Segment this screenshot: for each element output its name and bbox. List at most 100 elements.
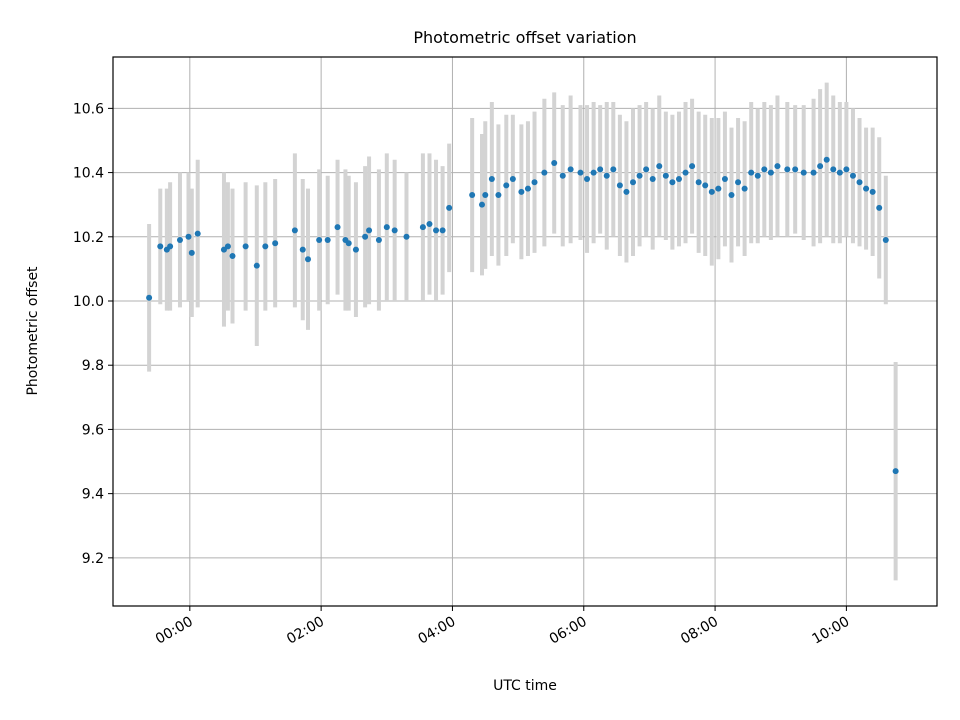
data-point xyxy=(194,230,201,237)
data-point xyxy=(426,220,433,227)
data-point xyxy=(643,166,650,173)
data-point xyxy=(869,188,876,195)
data-point xyxy=(495,192,502,199)
data-point xyxy=(352,246,359,253)
data-point xyxy=(616,182,623,189)
data-point xyxy=(362,233,369,240)
data-point xyxy=(316,237,323,243)
data-point xyxy=(610,166,617,173)
data-point xyxy=(482,192,489,199)
data-point xyxy=(695,179,702,186)
data-point xyxy=(849,172,856,179)
data-point xyxy=(767,169,774,176)
y-tick-label: 9.8 xyxy=(82,358,104,374)
data-point xyxy=(509,176,516,182)
data-point xyxy=(551,159,558,166)
data-point xyxy=(630,179,637,186)
data-point xyxy=(817,163,824,170)
y-axis: 9.2 9.4 9.6 9.8 10.0 10.2 10.4 10.6 xyxy=(73,101,113,567)
data-point xyxy=(836,169,843,176)
data-point xyxy=(305,256,312,263)
data-points xyxy=(146,156,899,475)
data-point xyxy=(754,172,761,179)
data-point xyxy=(262,243,269,250)
data-point xyxy=(741,185,748,192)
grid xyxy=(113,57,937,606)
data-point xyxy=(603,172,610,179)
data-point xyxy=(636,172,643,179)
data-point xyxy=(439,227,446,234)
data-point xyxy=(728,192,735,199)
y-tick-label: 10.4 xyxy=(73,166,104,182)
data-point xyxy=(433,227,440,234)
data-point xyxy=(324,237,331,243)
data-point xyxy=(863,185,870,192)
data-point xyxy=(446,204,453,211)
data-point xyxy=(488,176,495,182)
data-point xyxy=(167,243,174,250)
data-point xyxy=(882,237,889,243)
data-point xyxy=(669,179,676,186)
data-point xyxy=(597,166,604,173)
data-point xyxy=(715,185,722,192)
data-point xyxy=(682,169,689,176)
data-point xyxy=(345,240,352,247)
data-point xyxy=(391,227,398,234)
data-point xyxy=(419,224,426,231)
data-point xyxy=(503,182,510,189)
data-point xyxy=(823,156,830,163)
data-point xyxy=(784,166,791,173)
data-point xyxy=(469,192,476,199)
data-point xyxy=(649,176,656,182)
data-point xyxy=(761,166,768,173)
data-point xyxy=(531,179,538,186)
y-tick-label: 9.4 xyxy=(82,487,104,503)
data-point xyxy=(774,163,781,170)
data-point xyxy=(272,240,279,247)
data-point xyxy=(567,166,574,173)
data-point xyxy=(185,233,192,240)
data-point xyxy=(830,166,837,173)
data-point xyxy=(856,179,863,186)
data-point xyxy=(675,176,682,182)
data-point xyxy=(334,224,341,231)
data-point xyxy=(224,243,231,250)
data-point xyxy=(800,169,807,176)
data-point xyxy=(892,468,899,475)
data-point xyxy=(735,179,742,186)
data-point xyxy=(176,237,183,243)
y-tick-label: 9.2 xyxy=(82,551,104,567)
y-tick-label: 10.0 xyxy=(73,294,104,310)
y-axis-label: Photometric offset xyxy=(25,266,41,396)
data-point xyxy=(656,163,663,170)
data-point xyxy=(702,182,709,189)
data-point xyxy=(708,188,715,195)
data-point xyxy=(291,227,298,234)
data-point xyxy=(253,262,260,269)
data-point xyxy=(876,204,883,211)
data-point xyxy=(157,243,164,250)
data-point xyxy=(524,185,531,192)
data-point xyxy=(689,163,696,170)
data-point xyxy=(188,249,195,256)
data-point xyxy=(478,201,485,208)
data-point xyxy=(242,243,249,250)
x-axis-label: UTC time xyxy=(493,678,557,694)
data-point xyxy=(721,176,728,182)
data-point xyxy=(792,166,799,173)
data-point xyxy=(541,169,548,176)
data-point xyxy=(843,166,850,173)
data-point xyxy=(662,172,669,179)
plot-frame xyxy=(112,56,938,607)
y-tick-label: 10.6 xyxy=(73,101,104,117)
data-point xyxy=(577,169,584,176)
data-point xyxy=(229,253,236,260)
data-point xyxy=(623,188,630,195)
y-tick-label: 10.2 xyxy=(73,230,104,246)
data-point xyxy=(299,246,306,253)
data-point xyxy=(584,176,591,182)
data-point xyxy=(810,169,817,176)
data-point xyxy=(590,169,597,176)
